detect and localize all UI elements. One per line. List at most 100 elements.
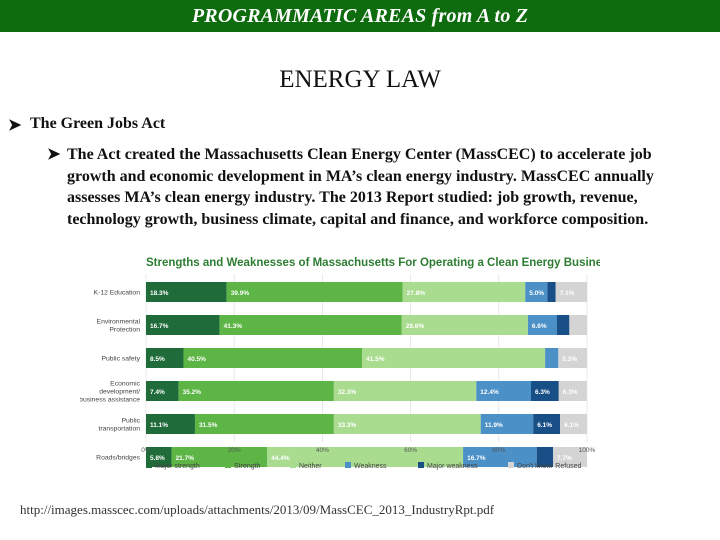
x-tick-label: 0% — [141, 447, 151, 454]
data-label: 39.9% — [231, 290, 250, 297]
bar-segment — [146, 414, 195, 434]
bar-segment — [194, 414, 334, 434]
category-label: transportation — [98, 426, 140, 433]
x-tick-label: 80% — [492, 447, 505, 454]
bar-segment — [530, 381, 559, 401]
data-label: 6.6% — [532, 323, 547, 330]
header-banner: PROGRAMMATIC AREAS from A to Z — [0, 0, 720, 32]
bar-segment — [476, 381, 531, 401]
bar-segment — [558, 348, 587, 368]
legend-swatch — [418, 462, 424, 468]
bar-segment — [545, 348, 559, 368]
bar-segment — [146, 282, 227, 302]
data-label: 6.3% — [563, 389, 578, 396]
bar-segment — [527, 315, 558, 335]
category-label: development/ — [99, 389, 140, 396]
data-label: 21.7% — [176, 455, 195, 462]
data-label: 11.9% — [485, 422, 503, 429]
category-label: Economic — [110, 381, 140, 388]
bar-segment — [171, 447, 268, 467]
bar-segment — [463, 447, 537, 467]
data-label: 7.7% — [557, 455, 572, 462]
category-label: Protection — [109, 327, 140, 334]
legend-label: Major weakness — [427, 463, 478, 470]
category-label: Public — [121, 418, 140, 425]
data-label: 5.0% — [529, 290, 544, 297]
bullet-level-1-text: The Green Jobs Act — [30, 115, 166, 132]
data-label: 6.1% — [564, 422, 579, 429]
data-label: 16.7% — [150, 323, 169, 330]
data-label: 6.1% — [537, 422, 552, 429]
bar-segment — [146, 447, 172, 467]
data-label: 7.4% — [150, 389, 165, 396]
arrow-bullet-icon: ➤ — [8, 117, 22, 134]
bar-segment — [333, 414, 481, 434]
data-label: 7.1% — [560, 290, 575, 297]
source-link[interactable]: http://images.masscec.com/uploads/attach… — [20, 502, 495, 517]
bar-segment — [525, 282, 548, 302]
bar-segment — [219, 315, 402, 335]
data-label: 44.4% — [271, 455, 290, 462]
legend-swatch — [290, 462, 296, 468]
data-label: 35.2% — [183, 389, 202, 396]
category-label: Environmental — [97, 319, 141, 326]
data-label: 6.3% — [535, 389, 550, 396]
bar-segment — [401, 315, 528, 335]
data-label: 11.1% — [150, 422, 168, 429]
x-tick-label: 20% — [228, 447, 241, 454]
bullet-level-2-text: The Act created the Massachusetts Clean … — [67, 146, 654, 228]
bar-segment — [560, 414, 587, 434]
bar-segment — [267, 447, 464, 467]
legend-label: Neither — [299, 463, 322, 470]
bar-segment — [536, 447, 554, 467]
bar-segment — [333, 381, 477, 401]
bar-segment — [178, 381, 334, 401]
bar-segment — [557, 315, 570, 335]
bar-segment — [183, 348, 363, 368]
category-label: Public safety — [101, 356, 140, 363]
data-label: 41.5% — [366, 356, 385, 363]
x-tick-label: 40% — [316, 447, 329, 454]
category-label: K-12 Education — [94, 290, 141, 297]
chart-svg: Strengths and Weaknesses of Massachusett… — [80, 257, 600, 470]
arrow-bullet-icon: ➤ — [47, 146, 61, 163]
data-label: 31.5% — [199, 422, 218, 429]
bar-segment — [533, 414, 561, 434]
legend-swatch — [508, 462, 514, 468]
data-label: 40.5% — [187, 356, 206, 363]
data-label: 12.4% — [480, 389, 499, 396]
data-label: 28.6% — [406, 323, 425, 330]
x-tick-label: 60% — [404, 447, 417, 454]
banner-text: PROGRAMMATIC AREAS from A to Z — [191, 4, 529, 27]
legend-label: Strength — [234, 463, 261, 470]
data-label: 32.3% — [338, 389, 357, 396]
bar-segment — [362, 348, 546, 368]
bar-segment — [146, 348, 184, 368]
bar-segment — [558, 381, 587, 401]
bullet-level-1: ➤ The Green Jobs Act — [8, 115, 708, 135]
data-label: 18.3% — [150, 290, 169, 297]
bar-segment — [146, 315, 220, 335]
data-label: 5.8% — [150, 455, 165, 462]
legend-swatch — [225, 462, 231, 468]
x-tick-label: 100% — [579, 447, 596, 454]
bar-segment — [569, 315, 587, 335]
legend-swatch — [345, 462, 351, 468]
legend-swatch — [146, 462, 152, 468]
legend-label: Major strength — [155, 463, 200, 470]
data-label: 5.3% — [562, 356, 577, 363]
chart-title: Strengths and Weaknesses of Massachusett… — [146, 257, 600, 269]
bar-segment — [547, 282, 556, 302]
stacked-bar-chart: Strengths and Weaknesses of Massachusett… — [80, 252, 600, 480]
bar-segment — [226, 282, 403, 302]
bar-segment — [480, 414, 534, 434]
legend-label: Don't know/ Refused — [517, 463, 581, 470]
data-label: 8.5% — [150, 356, 165, 363]
category-label: Roads/bridges — [96, 455, 140, 462]
data-label: 27.8% — [407, 290, 426, 297]
bar-segment — [146, 381, 179, 401]
data-label: 16.7% — [467, 455, 486, 462]
page-title: ENERGY LAW — [279, 66, 441, 93]
legend-label: Weakness — [354, 463, 387, 470]
bar-segment — [555, 282, 587, 302]
